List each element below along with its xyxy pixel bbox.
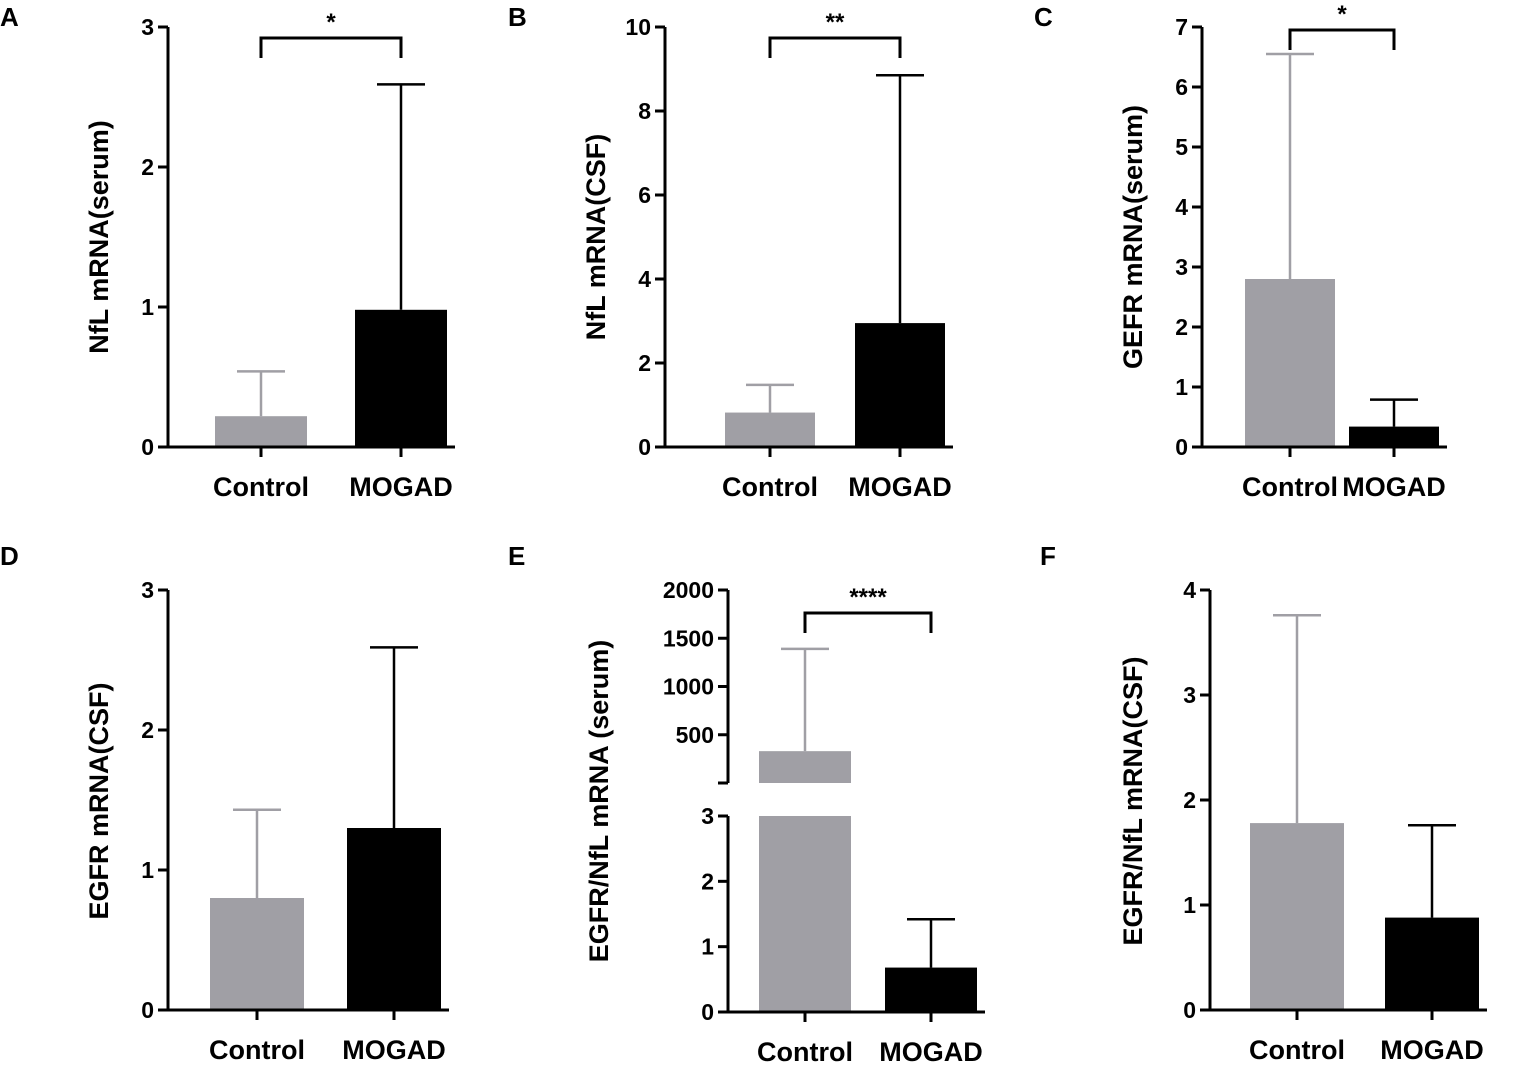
panel-c-y-tick-label: 7 [1175,14,1188,40]
panel-b-plot: 0 2 4 6 8 10 Control MOGAD ** [625,9,953,502]
panel-c-y-tick-label: 2 [1175,314,1188,340]
panel-e-y-tick-label: 2000 [663,577,714,603]
panel-f-y-tick-label: 3 [1183,682,1196,708]
panel-d-y-tick-label: 0 [141,997,154,1023]
panel-a-significance-bracket [259,36,403,58]
panel-e-x-tick-label-mogad: MOGAD [879,1037,983,1067]
panel-a-bar-control [215,416,307,447]
panel-f-y-tick-label: 2 [1183,787,1196,813]
panel-c-y-tick-label: 6 [1175,74,1188,100]
panel-f-x-tick-label-mogad: MOGAD [1380,1035,1484,1065]
panel-d-x-tick-label-control: Control [209,1035,305,1065]
panel-c-y-tick-label: 1 [1175,374,1188,400]
panel-e-y-tick-label: 0 [701,999,714,1025]
panel-d-y-tick-label: 2 [141,717,154,743]
panel-e-y-tick-label: 500 [676,722,714,748]
panel-e-letter: E [508,541,525,571]
panel-b-y-tick-label: 10 [625,14,651,40]
panel-f-bar-control [1250,823,1344,1010]
panel-d-y-axis-label: EGFR mRNA(CSF) [84,683,114,920]
panel-e-x-tick-label-control: Control [757,1037,853,1067]
panel-b-y-tick-label: 8 [638,98,651,124]
panel-c-y-tick-label: 4 [1175,194,1188,220]
panel-b-x-tick-label-mogad: MOGAD [848,472,952,502]
panel-c-significance-label: * [1337,1,1347,28]
panel-e-y-tick-label: 3 [701,803,714,829]
panel-a-x-tick-label-control: Control [213,472,309,502]
panel-b-x-tick-label-control: Control [722,472,818,502]
panel-b-y-tick-label: 4 [638,266,651,292]
panel-e-significance-bracket [803,611,933,633]
panel-a-y-tick-label: 1 [141,294,154,320]
panel-c-y-tick-label: 3 [1175,254,1188,280]
panel-b-y-tick-label: 2 [638,350,651,376]
panel-f-y-tick-label: 1 [1183,892,1196,918]
panel-d-bar-mogad [347,828,441,1010]
panel-c-significance-bracket [1288,28,1396,50]
panel-e-bar-control-lower [759,816,851,1012]
panel-f-letter: F [1040,541,1056,571]
panel-b-significance-label: ** [826,9,845,36]
panel-d: D EGFR mRNA(CSF) 0 1 2 3 Control MOGAD [0,541,449,1065]
panel-e-y-tick-label: 1 [701,934,714,960]
panel-c-plot: 0 1 2 3 4 5 6 7 Control MOGAD * [1175,1,1447,502]
panel-a-x-tick-label-mogad: MOGAD [349,472,453,502]
panel-d-bar-control [210,898,304,1010]
panel-c-letter: C [1034,2,1053,32]
panel-f-plot: 0 1 2 3 4 Control MOGAD [1183,577,1487,1065]
panel-e: E EGFR/NfL mRNA (serum) 500 1000 1500 2000 0… [508,541,985,1067]
panel-e-significance-label: **** [849,584,887,611]
panel-b-y-tick-label: 0 [638,434,651,460]
panel-d-y-tick-label: 1 [141,857,154,883]
panel-a-y-tick-label: 3 [141,14,154,40]
panel-c-bar-control [1245,279,1335,447]
panel-c-y-axis-label: GEFR mRNA(serum) [1118,105,1148,369]
panel-b-y-tick-label: 6 [638,182,651,208]
panel-a-y-tick-label: 0 [141,434,154,460]
panel-b-letter: B [508,2,527,32]
panel-c: C GEFR mRNA(serum) 0 1 2 3 4 5 6 7 Control MOGAD * [1034,1,1447,502]
panel-f: F EGFR/NfL mRNA(CSF) 0 1 2 3 4 Control MOGAD [1040,541,1487,1065]
panel-d-plot: 0 1 2 3 Control MOGAD [141,577,449,1065]
panel-f-y-tick-label: 0 [1183,997,1196,1023]
panel-c-y-tick-label: 0 [1175,434,1188,460]
panel-e-y-axis-label: EGFR/NfL mRNA (serum) [584,640,614,963]
panel-a-plot: 0 1 2 3 Control MOGAD * [141,9,455,502]
panel-e-bar-control [759,751,851,783]
panel-d-letter: D [0,541,19,571]
panel-a-letter: A [0,2,19,32]
panel-a-significance-label: * [326,9,336,36]
panel-b-y-axis-label: NfL mRNA(CSF) [581,134,611,340]
panel-e-y-tick-label: 1500 [663,625,714,651]
panel-f-y-tick-label: 4 [1183,577,1196,603]
panel-e-y-tick-label: 1000 [663,674,714,700]
panel-f-x-tick-label-control: Control [1249,1035,1345,1065]
panel-e-plot: 500 1000 1500 2000 0 1 2 3 Control MOGAD **** [663,577,985,1067]
panel-a-y-tick-label: 2 [141,154,154,180]
panel-f-bar-mogad [1385,917,1479,1010]
panel-b-bar-mogad [855,323,945,447]
panel-e-y-tick-label: 2 [701,868,714,894]
panel-a-bar-mogad [355,309,447,447]
panel-d-x-tick-label-mogad: MOGAD [342,1035,446,1065]
panel-f-y-axis-label: EGFR/NfL mRNA(CSF) [1118,657,1148,946]
panel-c-x-tick-label-mogad: MOGAD [1342,472,1446,502]
panel-a-y-axis-label: NfL mRNA(serum) [84,120,114,354]
panel-e-bar-mogad [885,967,977,1012]
panel-b-significance-bracket [768,36,902,58]
panel-c-y-tick-label: 5 [1175,134,1188,160]
panel-b: B NfL mRNA(CSF) 0 2 4 6 8 10 Control MOGAD ** [508,2,953,502]
panel-c-bar-mogad [1349,426,1439,447]
panel-a: A NfL mRNA(serum) 0 1 2 3 Control MOGAD * [0,2,455,502]
panel-d-y-tick-label: 3 [141,577,154,603]
panel-c-x-tick-label-control: Control [1242,472,1338,502]
panel-b-bar-control [725,412,815,447]
